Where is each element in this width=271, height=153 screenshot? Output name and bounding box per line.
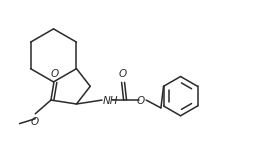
Text: O: O bbox=[118, 69, 127, 79]
Text: O: O bbox=[136, 96, 144, 106]
Text: NH: NH bbox=[103, 96, 118, 106]
Text: O: O bbox=[30, 117, 38, 127]
Text: O: O bbox=[51, 69, 59, 79]
